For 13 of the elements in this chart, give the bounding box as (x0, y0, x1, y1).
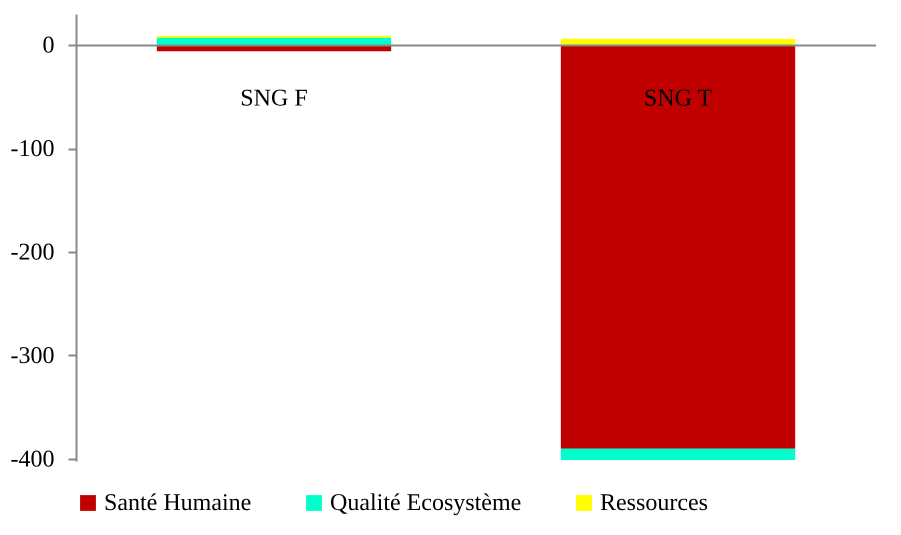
y-tick-label: 0 (42, 32, 54, 59)
y-tick-label: -200 (10, 239, 54, 266)
y-tick-label: -300 (10, 342, 54, 369)
x-tick-label: SNG T (644, 86, 712, 112)
bar (560, 45, 796, 449)
bar (560, 448, 796, 460)
legend-label: Qualité Ecosystème (330, 490, 522, 516)
y-tick-label: -100 (10, 136, 54, 162)
x-tick-label: SNG F (240, 86, 308, 112)
y-tick-label: -400 (10, 446, 54, 472)
bar (156, 38, 392, 46)
legend-label: Ressources (600, 490, 708, 516)
legend-label: Santé Humaine (104, 490, 252, 516)
